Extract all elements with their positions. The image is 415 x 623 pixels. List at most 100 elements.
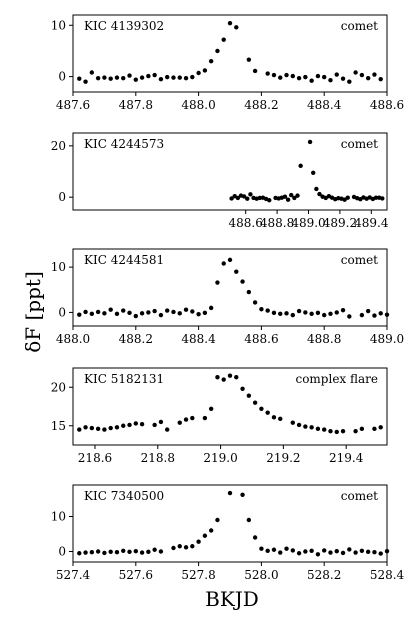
data-point [378,425,383,430]
data-point [259,307,264,312]
x-tick-label: 487.8 [119,98,153,112]
data-point [384,548,390,554]
data-point [307,139,313,145]
data-point [190,544,195,549]
data-point [152,422,157,428]
data-point [252,400,258,405]
x-tick-label: 219.2 [266,451,300,465]
data-point [282,194,288,199]
data-point [215,375,220,380]
data-point [278,311,283,316]
data-point [95,309,101,315]
data-point [378,551,383,556]
data-point [328,77,333,83]
data-point [77,76,82,81]
data-point [245,196,250,201]
panel-5: 527.4 527.6 527.8 528.0 528.2 528.4 0 10 KIC 734… [51,484,405,582]
data-point [95,426,101,432]
x-tick-label: 487.6 [56,98,90,112]
data-point [227,490,233,496]
data-point [340,307,346,313]
data-point [265,410,270,415]
data-point [296,422,302,428]
data-point [221,377,226,382]
data-point [309,425,314,430]
data-point [257,195,263,201]
data-point [314,186,319,192]
x-tick-label: 527.8 [181,568,215,582]
data-point [152,72,157,78]
data-point [315,73,321,79]
data-point [152,547,157,552]
data-point [133,421,138,426]
data-point [102,311,107,316]
data-point [183,545,189,550]
data-point [340,76,346,81]
data-point [121,75,126,81]
data-point [139,422,145,427]
x-tick-label: 218.8 [141,451,175,465]
y-tick-label: 20 [51,139,66,153]
data-point [133,548,138,554]
x-tick-label: 528.0 [244,568,278,582]
data-point [271,415,277,420]
data-point [315,552,321,557]
x-tick-label: 488.2 [119,332,153,346]
data-point [290,548,295,553]
data-point [334,429,339,435]
data-point [322,548,327,553]
data-point [89,425,95,431]
data-point [328,550,333,555]
data-point [240,492,245,497]
star-id-label: KIC 5182131 [84,372,164,386]
x-tick-label: 219.0 [203,451,237,465]
x-tick-label: 488.6 [229,216,263,230]
data-point [83,309,88,315]
data-point [234,269,239,274]
data-point [183,307,189,312]
data-point [303,310,308,315]
data-point [183,417,189,422]
data-point [296,75,302,81]
data-point [296,551,302,556]
data-point [229,196,234,201]
data-point [295,193,300,198]
star-id-label: KIC 4244581 [84,253,164,267]
data-point [259,406,264,412]
data-point [202,68,208,73]
data-point [215,517,220,523]
data-point [235,195,241,201]
data-point [108,307,113,312]
data-point [347,79,352,84]
y-tick-label: 0 [58,70,66,84]
data-point [365,549,371,555]
plot-frame [72,248,388,327]
data-point [303,74,308,80]
data-point [317,191,322,197]
data-point [303,424,308,429]
data-point [285,197,291,202]
data-point [171,75,176,80]
data-point [322,74,327,80]
panel-3: 488.0 488.2 488.4 488.6 488.8 489.0 0 10 KIC 424… [51,248,404,346]
data-point [334,310,339,315]
data-point [121,308,126,313]
data-point [246,393,252,398]
data-point [334,548,339,554]
data-point [246,289,252,295]
data-point [83,79,88,84]
data-point [227,21,233,26]
x-tick-label: 218.6 [78,451,112,465]
star-id-label: KIC 7340500 [84,489,164,503]
data-point [221,37,226,42]
data-point [177,311,182,316]
data-point [127,73,132,78]
data-point [328,428,333,434]
data-point [340,428,346,434]
data-point [284,72,289,78]
x-tick-label: 528.4 [370,568,405,582]
data-point [265,71,270,76]
data-point [121,423,126,428]
data-point [303,549,308,554]
